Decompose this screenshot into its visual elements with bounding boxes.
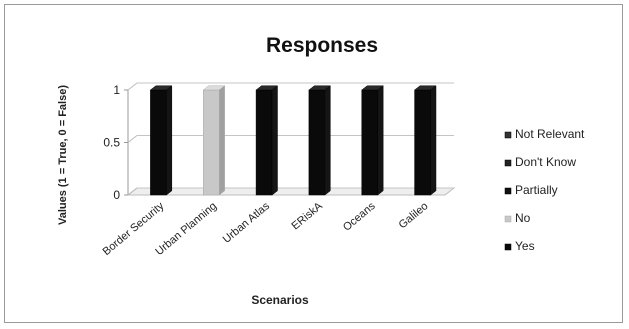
- bar: [149, 85, 173, 196]
- gridline-diagonal: [127, 135, 138, 143]
- plot-floor: [126, 187, 456, 196]
- x-axis-label: Scenarios: [251, 293, 309, 307]
- bar-side: [219, 85, 225, 196]
- y-axis-label: Values (1 = True, 0 = False): [57, 85, 69, 225]
- bar: [413, 85, 437, 196]
- bar-front: [203, 89, 220, 196]
- legend-label: Yes: [515, 239, 535, 253]
- legend-swatch: [504, 243, 512, 251]
- bar: [202, 85, 226, 196]
- legend: Not Relevant Don't Know Partially No Yes: [504, 127, 585, 253]
- y-tick-label: 1: [113, 83, 120, 97]
- y-tick-label: 0.5: [103, 136, 120, 150]
- legend-label: Don't Know: [515, 155, 576, 169]
- chart-title: Responses: [266, 34, 378, 57]
- bar-front: [255, 89, 273, 196]
- legend-swatch: [504, 159, 512, 167]
- bar: [255, 85, 279, 196]
- legend-swatch: [504, 215, 512, 223]
- bar-front: [361, 89, 378, 196]
- x-tick-label: Galileo: [397, 200, 431, 231]
- legend-label: Not Relevant: [515, 127, 585, 141]
- legend-item: Partially: [504, 183, 558, 197]
- bar-side: [324, 85, 331, 196]
- gridline-diagonal: [127, 82, 138, 91]
- x-tick-label: Urban Atlas: [221, 200, 273, 246]
- legend-item: Yes: [504, 239, 535, 253]
- legend-label: Partially: [515, 183, 558, 197]
- x-tick-label: ERiskA: [290, 200, 326, 233]
- gridline-diagonal: [127, 187, 138, 196]
- y-tick-label: 0: [113, 188, 120, 202]
- bar: [308, 85, 332, 196]
- bar-front: [150, 89, 167, 196]
- legend-item: No: [504, 211, 531, 225]
- legend-swatch: [504, 187, 512, 195]
- legend-label: No: [515, 211, 531, 225]
- bar-side: [377, 85, 384, 196]
- bar-side: [166, 85, 173, 196]
- bar-front: [308, 89, 326, 196]
- legend-item: Don't Know: [504, 155, 576, 169]
- legend-item: Not Relevant: [504, 127, 585, 141]
- x-tick-label: Oceans: [341, 200, 378, 234]
- legend-swatch: [504, 131, 512, 139]
- bar-side: [430, 85, 437, 196]
- bar-side: [271, 85, 278, 196]
- bar-front: [414, 89, 431, 196]
- bar: [361, 85, 384, 196]
